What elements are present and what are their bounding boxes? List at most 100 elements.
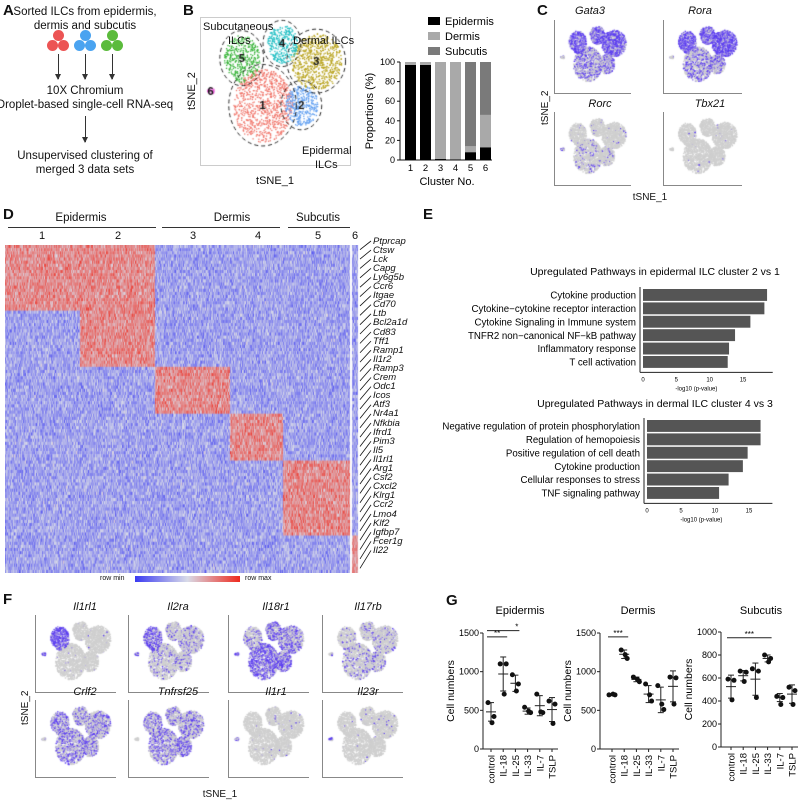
- cluster-number: 3: [189, 230, 197, 242]
- pathway-bar: [647, 487, 720, 499]
- feature-plot-crlf2: [35, 700, 116, 778]
- panel-f-x-label: tSNE_1: [202, 789, 238, 800]
- y-tick-label: 400: [702, 696, 717, 706]
- data-point: [634, 676, 640, 682]
- data-point: [630, 674, 636, 680]
- gene-leader-line: [359, 340, 372, 354]
- data-point: [671, 701, 677, 707]
- data-point: [489, 720, 495, 726]
- pathway-bar: [647, 446, 748, 459]
- gene-leader-line: [359, 440, 372, 457]
- x-tick-label: IL-33: [523, 755, 534, 777]
- pathway-label: Inflammatory response: [537, 344, 636, 355]
- arrow-down-icon: [109, 54, 115, 80]
- gene-label: Cd70: [373, 299, 396, 311]
- bar-segment-dermis: [480, 114, 491, 148]
- y-tick-label: 600: [702, 673, 717, 683]
- data-point: [538, 709, 544, 715]
- panel-d-label: D: [3, 206, 14, 223]
- cell-dot: [47, 40, 58, 51]
- x-tick-label: IL-33: [763, 753, 774, 775]
- x-tick-label: IL-25: [632, 755, 643, 777]
- data-point: [491, 714, 497, 720]
- gene-title: Il18r1: [262, 601, 290, 613]
- gene-label: Il22: [373, 544, 389, 556]
- bar-segment-subcutis: [465, 62, 476, 147]
- gene-leader-line: [359, 404, 372, 419]
- chart-title: Upregulated Pathways in dermal ILC clust…: [537, 398, 773, 410]
- group-label-epidermal-ilcs: ILCs: [315, 159, 338, 171]
- x-tick-label: IL-33: [644, 755, 655, 777]
- data-point: [729, 697, 735, 703]
- data-point: [515, 681, 521, 687]
- x-tick-label: 0: [641, 377, 645, 383]
- data-point: [550, 720, 556, 726]
- y-tick-label: 1000: [459, 667, 479, 677]
- feature-plot-il1r1: [228, 700, 309, 778]
- pathway-label: TNF signaling pathway: [541, 489, 640, 500]
- gene-leader-line: [359, 377, 372, 391]
- heatmap-group-epidermis: Epidermis: [55, 212, 107, 224]
- pathway-label: Cytokine production: [550, 291, 636, 302]
- legend-swatch: [428, 17, 440, 25]
- y-tick-label: 100: [380, 57, 395, 67]
- data-point: [667, 674, 673, 680]
- x-tick-label: control: [727, 753, 738, 782]
- gene-label: Itgae: [373, 290, 395, 302]
- gene-title: Tnfrsf25: [157, 686, 199, 698]
- heatmap-legend-min: row min: [100, 575, 125, 582]
- gene-title-rorc: Rorc: [588, 98, 612, 110]
- bar-segment-epidermis: [435, 159, 446, 160]
- y-tick-label: 0: [474, 744, 479, 754]
- cluster-number: 2: [114, 230, 122, 242]
- cell-dot: [101, 40, 112, 51]
- data-point: [618, 647, 624, 653]
- x-tick-label: IL-7: [775, 753, 786, 769]
- data-point: [778, 701, 784, 707]
- pathway-label: Positive regulation of cell death: [506, 448, 640, 459]
- gene-label: Pim3: [373, 435, 395, 447]
- chart-title: Dermis: [621, 605, 656, 617]
- data-point: [766, 659, 772, 665]
- y-tick-label: 0: [390, 155, 395, 165]
- bar-segment-epidermis: [420, 64, 431, 160]
- gene-label: Klf2: [373, 517, 390, 529]
- legend-swatch: [428, 32, 440, 40]
- pathway-bar: [647, 473, 729, 486]
- gene-leader-line: [359, 258, 372, 269]
- data-point: [741, 678, 747, 684]
- x-tick-label: 10: [706, 377, 713, 383]
- y-tick-label: 1500: [459, 628, 479, 638]
- x-tick-label: IL-25: [751, 753, 762, 775]
- data-point: [661, 707, 667, 713]
- y-axis-label: Cell numbers: [562, 660, 574, 722]
- data-point: [606, 692, 612, 698]
- panel-c-label: C: [537, 2, 548, 19]
- gene-leader-line: [359, 395, 372, 410]
- data-point: [513, 688, 519, 694]
- bar-segment-dermis: [435, 62, 446, 160]
- gene-leader-line: [359, 304, 372, 316]
- gene-title: Il23r: [357, 686, 379, 698]
- gene-leader-line: [359, 541, 372, 560]
- bar-segment-epidermis: [405, 64, 416, 160]
- group-label-dermal: Dermal ILCs: [293, 35, 355, 47]
- panel-a-title-line2: dermis and subcutis: [33, 20, 137, 32]
- x-axis-label: Cluster No.: [419, 176, 474, 188]
- arrow-down-icon: [82, 116, 88, 143]
- data-point: [780, 695, 786, 701]
- tsne-x-label: tSNE_1: [256, 175, 294, 187]
- data-point: [731, 677, 737, 683]
- x-tick-label: 1: [408, 163, 413, 174]
- gene-leader-line: [359, 431, 372, 447]
- gene-label: Tff1: [373, 335, 390, 347]
- gene-title-tbx21: Tbx21: [694, 98, 726, 110]
- gene-label: Arg1: [373, 463, 394, 474]
- pathway-label: Cytokine production: [554, 462, 640, 473]
- data-point: [725, 676, 731, 682]
- y-tick-label: 1000: [697, 627, 717, 637]
- pathway-label: T cell activation: [569, 358, 636, 369]
- data-point: [647, 692, 653, 698]
- bar-segment-dermis: [450, 62, 461, 160]
- gene-leader-line: [359, 450, 372, 466]
